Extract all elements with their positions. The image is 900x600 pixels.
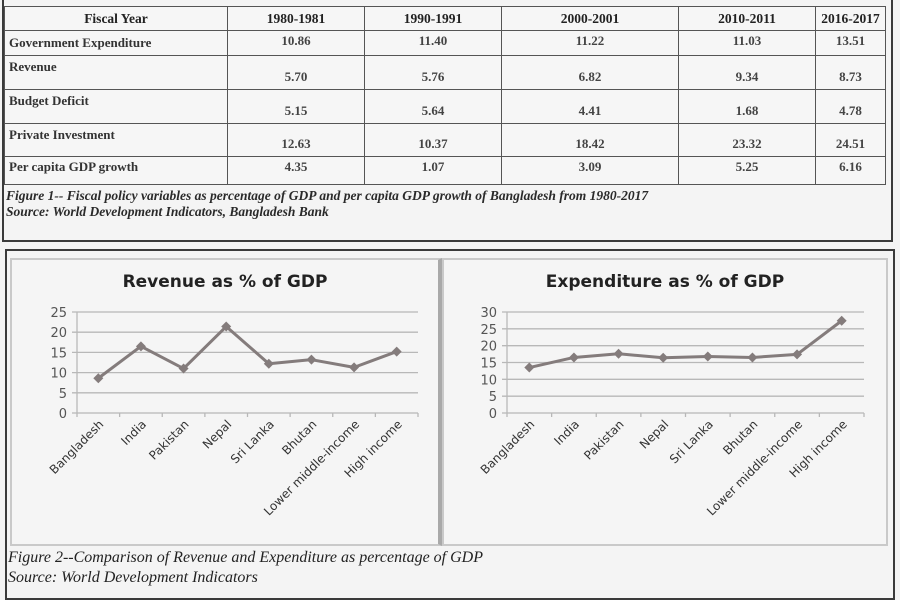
x-tick-label: Pakistan: [146, 417, 191, 462]
cell-value: 5.25: [678, 156, 816, 185]
cell-value: 18.42: [501, 123, 679, 157]
table-row: Revenue 5.70 5.76 6.82 9.34 8.73: [4, 55, 886, 90]
header-year: 1990-1991: [364, 6, 502, 31]
data-point-marker: [263, 358, 274, 369]
cell-value: 5.70: [227, 55, 365, 90]
x-tick-label: India: [551, 417, 582, 448]
data-point-marker: [613, 348, 624, 359]
cell-value: 11.40: [364, 30, 502, 56]
x-tick-label: Sri Lanka: [667, 417, 716, 466]
data-point-marker: [524, 362, 535, 373]
data-point-marker: [93, 373, 104, 384]
data-point-marker: [702, 351, 713, 362]
figure2-source: Source: World Development Indicators: [8, 569, 258, 586]
cell-value: 11.03: [678, 30, 816, 56]
table-row: Per capita GDP growth 4.35 1.07 3.09 5.2…: [4, 156, 886, 185]
data-point-marker: [658, 352, 669, 363]
x-tick-label: Bangladesh: [47, 417, 107, 477]
y-tick-label: 15: [50, 346, 67, 361]
x-tick-label: Pakistan: [581, 417, 626, 462]
cell-value: 5.76: [364, 55, 502, 90]
x-tick-label: Nepal: [200, 417, 234, 451]
fiscal-table: Fiscal Year 1980-1981 1990-1991 2000-200…: [4, 6, 886, 185]
y-tick-label: 25: [50, 306, 67, 321]
data-point-marker: [178, 363, 189, 374]
data-point-marker: [836, 315, 847, 326]
row-label: Per capita GDP growth: [4, 156, 228, 185]
y-tick-label: 20: [480, 340, 497, 355]
data-point-marker: [349, 362, 360, 373]
row-label: Revenue: [4, 55, 228, 90]
figure1-source: Source: World Development Indicators, Ba…: [6, 204, 329, 219]
header-year: 2016-2017: [815, 6, 886, 31]
header-year: 2010-2011: [678, 6, 816, 31]
x-tick-label: Nepal: [637, 417, 671, 451]
expenditure-chart-panel: Expenditure as % of GDP 0 5 10 15 20 25 30 Bang…: [442, 258, 888, 546]
expenditure-chart-title: Expenditure as % of GDP: [545, 272, 785, 292]
cell-value: 5.64: [364, 89, 502, 124]
cell-value: 5.15: [227, 89, 365, 124]
cell-value: 4.41: [501, 89, 679, 124]
header-year: 2000-2001: [501, 6, 679, 31]
x-tick-label: Bangladesh: [478, 417, 538, 477]
row-label: Budget Deficit: [4, 89, 228, 124]
cell-value: 10.86: [227, 30, 365, 56]
header-year: 1980-1981: [227, 6, 365, 31]
cell-value: 3.09: [501, 156, 679, 185]
data-point-marker: [747, 352, 758, 363]
data-point-marker: [568, 352, 579, 363]
revenue-chart-title: Revenue as % of GDP: [122, 272, 328, 292]
cell-value: 4.35: [227, 156, 365, 185]
y-tick-label: 0: [59, 407, 67, 422]
series-line: [528, 319, 843, 370]
y-tick-label: 20: [50, 326, 67, 341]
cell-value: 1.07: [364, 156, 502, 185]
cell-value: 8.73: [815, 55, 886, 90]
cell-value: 6.82: [501, 55, 679, 90]
data-point-marker: [135, 341, 146, 352]
revenue-chart-panel: Revenue as % of GDP 0 5 10 15 20 25 Bangladesh…: [10, 258, 442, 546]
figure2-caption: Figure 2--Comparison of Revenue and Expe…: [8, 549, 483, 566]
row-label: Private Investment: [4, 123, 228, 157]
data-point-marker: [391, 346, 402, 357]
cell-value: 1.68: [678, 89, 816, 124]
cell-value: 12.63: [227, 123, 365, 157]
x-tick-label: India: [118, 417, 149, 448]
figure2-caption-block: Figure 2--Comparison of Revenue and Expe…: [8, 548, 888, 588]
y-tick-label: 0: [489, 407, 497, 422]
y-tick-label: 10: [480, 373, 497, 388]
table-row: Budget Deficit 5.15 5.64 4.41 1.68 4.78: [4, 89, 886, 124]
series-line: [97, 325, 398, 380]
x-tick-label: Bhutan: [279, 417, 319, 457]
table-row: Government Expenditure 10.86 11.40 11.22…: [4, 30, 886, 56]
table-header-row: Fiscal Year 1980-1981 1990-1991 2000-200…: [4, 6, 886, 31]
y-tick-label: 5: [489, 390, 497, 405]
data-point-marker: [792, 349, 803, 360]
cell-value: 4.78: [815, 89, 886, 124]
figure1-caption-block: Figure 1-- Fiscal policy variables as pe…: [6, 188, 886, 220]
row-label: Government Expenditure: [4, 30, 228, 56]
cell-value: 11.22: [501, 30, 679, 56]
cell-value: 6.16: [815, 156, 886, 185]
y-tick-label: 30: [480, 306, 497, 321]
header-fiscal-year: Fiscal Year: [4, 6, 228, 31]
cell-value: 13.51: [815, 30, 886, 56]
x-tick-label: Sri Lanka: [228, 417, 277, 466]
data-point-marker: [221, 321, 232, 332]
cell-value: 9.34: [678, 55, 816, 90]
cell-value: 24.51: [815, 123, 886, 157]
cell-value: 23.32: [678, 123, 816, 157]
y-tick-label: 10: [50, 367, 67, 382]
data-point-marker: [306, 354, 317, 365]
table-row: Private Investment 12.63 10.37 18.42 23.…: [4, 123, 886, 157]
y-tick-label: 15: [480, 357, 497, 372]
y-tick-label: 25: [480, 323, 497, 338]
cell-value: 10.37: [364, 123, 502, 157]
figure1-caption: Figure 1-- Fiscal policy variables as pe…: [6, 188, 649, 203]
y-tick-label: 5: [59, 387, 67, 402]
x-tick-label: Bhutan: [720, 417, 760, 457]
